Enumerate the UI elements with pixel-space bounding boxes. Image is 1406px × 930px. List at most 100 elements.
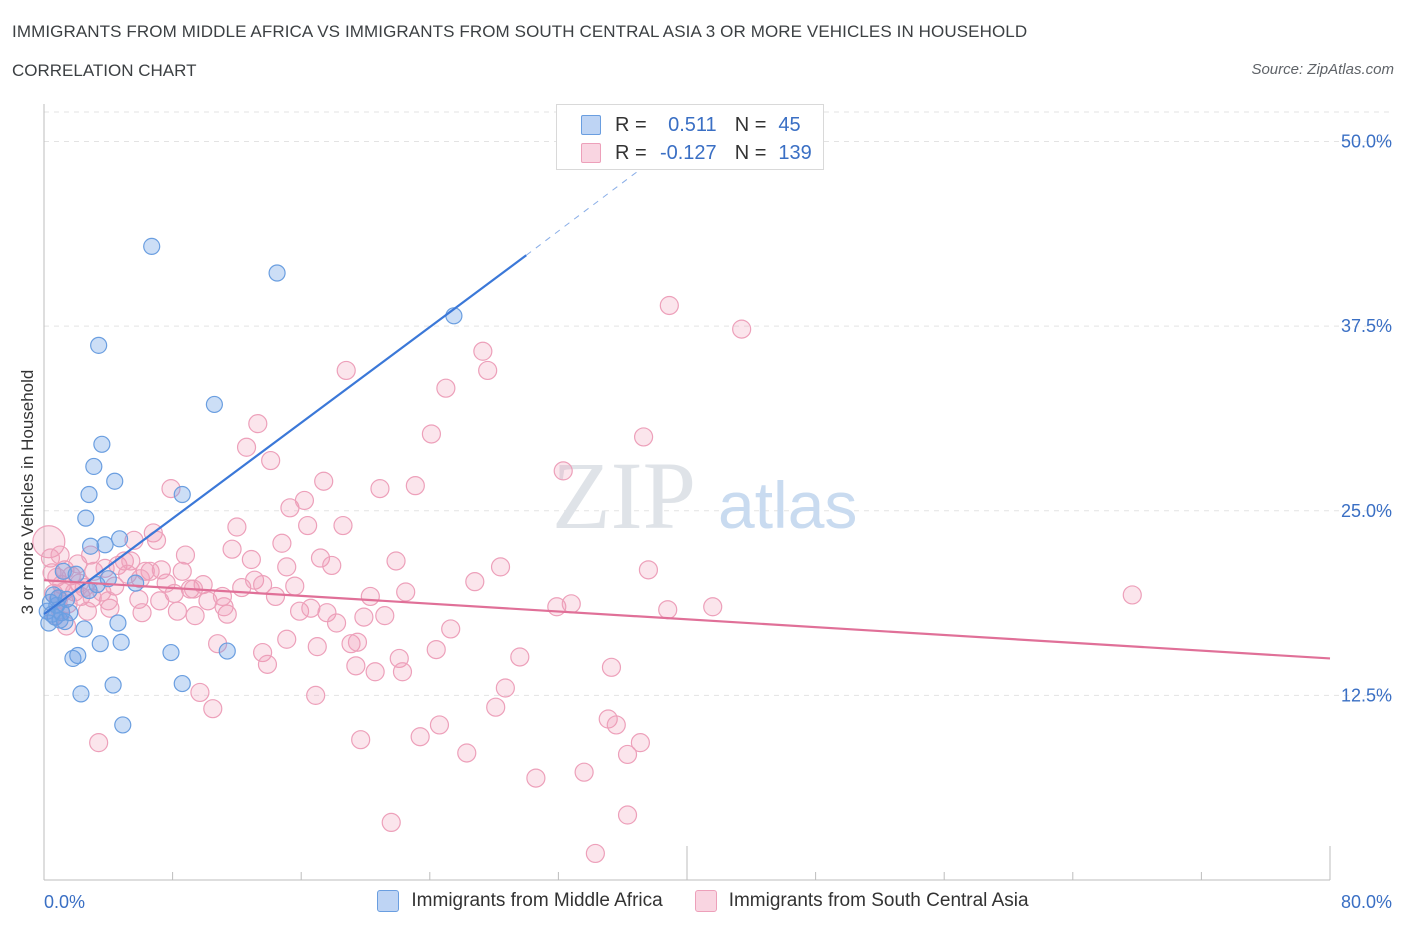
n-value: 45 (778, 113, 801, 136)
data-point-south-central-asia (606, 715, 626, 735)
data-point-south-central-asia (732, 319, 752, 339)
data-point-middle-africa (112, 633, 130, 651)
data-point-south-central-asia (203, 699, 223, 719)
data-point-south-central-asia (703, 597, 723, 617)
trend-lines (43, 133, 1331, 660)
data-point-middle-africa (64, 649, 82, 668)
data-point-south-central-asia (301, 598, 321, 618)
data-point-south-central-asia (257, 654, 278, 674)
data-point-south-central-asia (161, 479, 181, 499)
data-point-middle-africa (268, 264, 286, 282)
legend-item-middle-africa: Immigrants from Middle Africa (377, 890, 663, 912)
data-point-south-central-asia (659, 295, 679, 316)
data-point-south-central-asia (272, 533, 292, 553)
data-point-south-central-asia (236, 437, 257, 457)
data-point-middle-africa (75, 620, 93, 638)
data-point-middle-africa (80, 485, 98, 504)
data-point-south-central-asia (510, 647, 530, 667)
data-point-south-central-asia (429, 715, 450, 735)
data-point-south-central-asia (473, 341, 493, 361)
data-point-south-central-asia (436, 378, 456, 398)
data-point-middle-africa (218, 642, 236, 660)
data-point-south-central-asia (310, 548, 331, 568)
data-point-south-central-asia (185, 606, 205, 626)
x-tick-labels: 0.0% 80.0% (44, 892, 1392, 912)
data-point-south-central-asia (314, 471, 334, 491)
data-point-middle-africa (143, 237, 161, 255)
trend-line-south-central-asia (43, 579, 1331, 660)
middle-africa-swatch (581, 115, 601, 135)
data-point-south-central-asia (81, 545, 101, 565)
data-point-south-central-asia (121, 551, 141, 571)
data-point-south-central-asia (50, 545, 70, 565)
data-point-middle-africa (127, 574, 145, 592)
watermark: ZIP atlas (552, 442, 857, 549)
data-point-south-central-asia (495, 678, 515, 698)
data-point-south-central-asia (175, 545, 196, 565)
r-value: 0.511 (668, 113, 717, 136)
data-point-south-central-asia (100, 598, 120, 618)
data-point-middle-africa (104, 676, 122, 694)
data-point-middle-africa (106, 472, 124, 490)
data-point-south-central-asia (253, 642, 273, 663)
data-point-south-central-asia (638, 560, 659, 580)
data-point-south-central-asia (386, 551, 406, 571)
data-point-south-central-asia (277, 557, 297, 577)
data-point-south-central-asia (351, 730, 371, 750)
data-point-south-central-asia (150, 591, 170, 611)
data-point-south-central-asia (132, 603, 152, 623)
data-point-middle-africa (93, 435, 111, 453)
x-tick-label: 80.0% (1341, 892, 1392, 912)
data-point-south-central-asia (601, 657, 622, 677)
data-point-south-central-asia (98, 591, 118, 611)
data-point-south-central-asia (346, 656, 366, 676)
watermark-atlas: atlas (718, 468, 857, 542)
y-tick-label: 25.0% (1341, 501, 1392, 521)
data-point-south-central-asia (307, 637, 327, 657)
south-central-asia-swatch (581, 143, 601, 163)
data-point-south-central-asia (322, 555, 342, 576)
data-point-middle-africa (99, 570, 117, 588)
data-point-middle-africa (72, 685, 90, 703)
data-point-south-central-asia (441, 619, 461, 639)
data-point-middle-africa (173, 674, 191, 693)
data-point-south-central-asia (490, 557, 511, 577)
data-point-south-central-asia (289, 601, 310, 621)
series-legend: Immigrants from Middle Africa Immigrants… (0, 890, 1406, 912)
data-point-south-central-asia (227, 517, 247, 537)
data-point-south-central-asia (381, 812, 401, 833)
watermark-zip: ZIP (552, 442, 696, 549)
data-point-south-central-asia (298, 515, 318, 536)
data-point-south-central-asia (630, 733, 650, 753)
data-point-middle-africa (61, 604, 79, 622)
data-point-south-central-asia (658, 600, 678, 620)
data-point-south-central-asia (89, 733, 109, 753)
r-value: -0.127 (659, 141, 717, 164)
data-point-south-central-asia (457, 743, 477, 763)
data-point-south-central-asia (306, 685, 326, 705)
data-point-middle-africa (85, 457, 103, 476)
y-tick-label: 12.5% (1341, 685, 1392, 705)
legend-label: Immigrants from South Central Asia (728, 890, 1029, 911)
data-point-south-central-asia (585, 843, 605, 864)
data-point-middle-africa (67, 565, 85, 583)
data-point-south-central-asia (317, 603, 337, 623)
legend-swatch-pink (694, 890, 717, 912)
trend-line-middle-africa-extension (525, 133, 688, 256)
chart-subtitle: CORRELATION CHART (12, 61, 197, 80)
r-label: R = (615, 141, 647, 164)
data-point-south-central-asia (265, 586, 286, 607)
trend-line-middle-africa (43, 254, 527, 616)
data-point-south-central-asia (61, 566, 81, 586)
source-label: Source: ZipAtlas.com (1251, 61, 1394, 78)
data-point-middle-africa (77, 509, 95, 527)
n-label: N = (734, 141, 767, 164)
legend-item-south-central-asia: Immigrants from South Central Asia (694, 890, 1029, 912)
stats-row-middle-africa: R = 0.511 N = 45 (581, 113, 801, 137)
data-point-south-central-asia (241, 549, 261, 570)
data-point-middle-africa (109, 614, 127, 632)
data-point-south-central-asia (354, 607, 374, 627)
data-point-south-central-asia (553, 461, 573, 481)
r-label: R = (615, 113, 647, 136)
